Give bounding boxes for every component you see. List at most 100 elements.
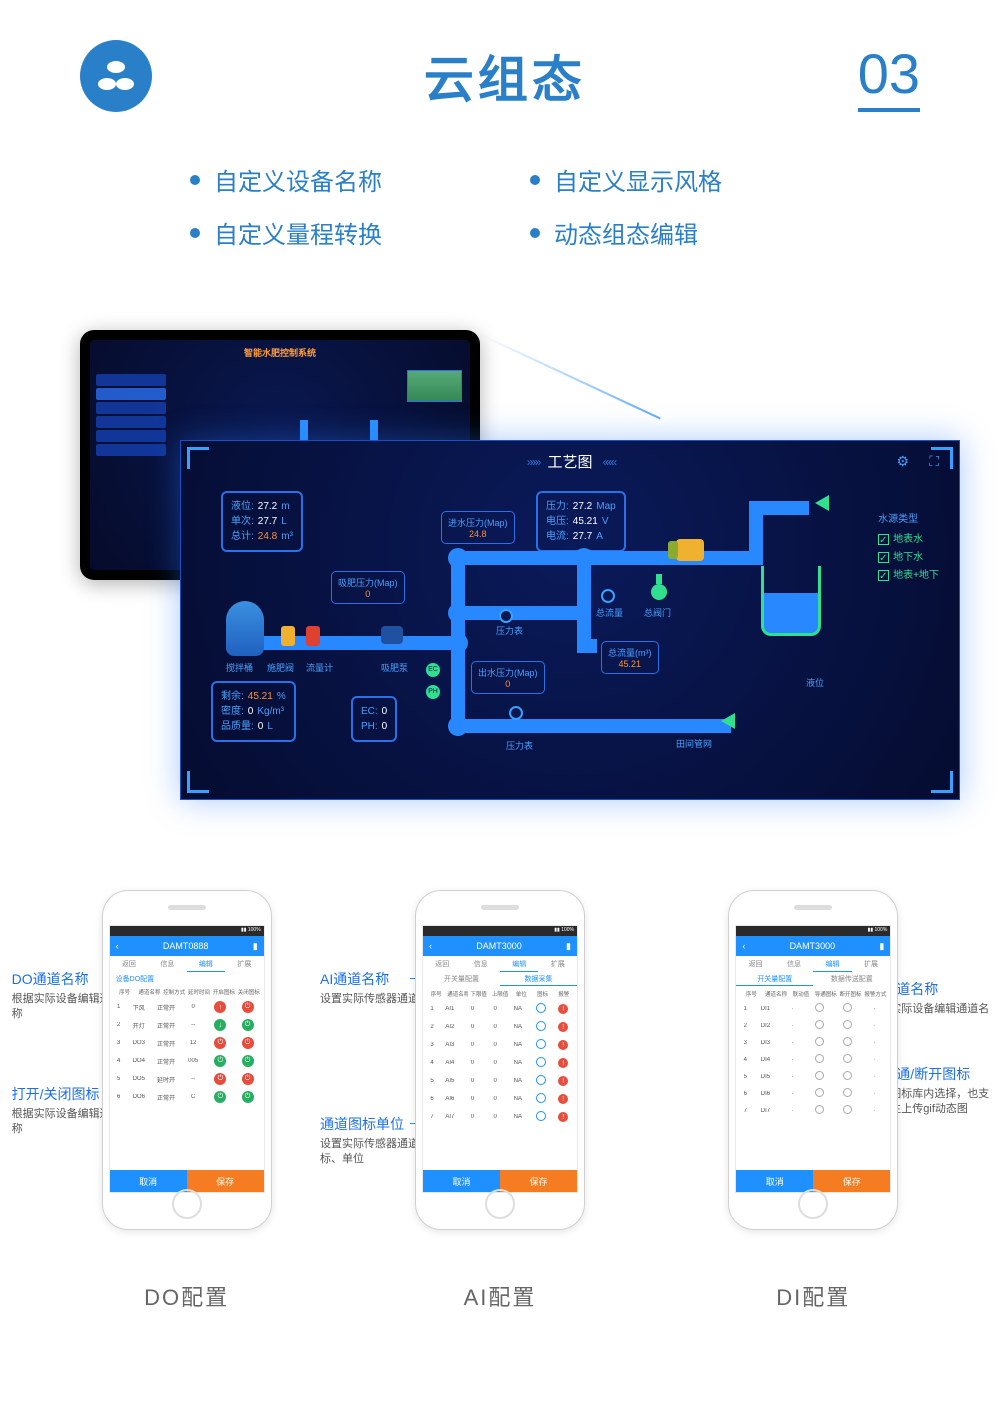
channel-icon[interactable] <box>536 1075 546 1085</box>
close-icon[interactable]: ⏻ <box>242 1055 254 1067</box>
channel-icon[interactable] <box>536 1021 546 1031</box>
on-icon[interactable] <box>815 1003 824 1012</box>
open-icon[interactable]: ⏻ <box>214 1037 226 1049</box>
alarm-icon[interactable]: ! <box>558 1004 568 1014</box>
table-row[interactable]: 3AI300NA ! <box>425 1036 575 1054</box>
save-button[interactable]: 保存 <box>500 1170 577 1192</box>
cancel-button[interactable]: 取消 <box>736 1170 813 1192</box>
table-row[interactable]: 5DI5· · <box>738 1068 888 1085</box>
on-icon[interactable] <box>815 1088 824 1097</box>
back-icon[interactable]: ‹ <box>116 941 119 951</box>
tab[interactable]: 信息 <box>461 956 500 972</box>
source-checkbox[interactable]: 地表水 <box>878 531 939 549</box>
tab[interactable]: 编辑 <box>813 956 852 972</box>
open-icon[interactable]: ↓ <box>214 1019 226 1031</box>
save-button[interactable]: 保存 <box>813 1170 890 1192</box>
open-icon[interactable]: ⏻ <box>214 1055 226 1067</box>
alarm-icon[interactable]: ! <box>558 1094 568 1104</box>
table-row[interactable]: 3DI3· · <box>738 1034 888 1051</box>
tab[interactable]: 信息 <box>775 956 814 972</box>
off-icon[interactable] <box>843 1003 852 1012</box>
phone-ai-config: AI通道名称设置实际传感器通道名称 通道图标单位设置实际传感器通道图标、单位 ▮… <box>345 890 655 1420</box>
alarm-icon[interactable]: ! <box>558 1076 568 1086</box>
table-row[interactable]: 7DI7· · <box>738 1102 888 1119</box>
total-flow: 总流量(m³)45.21 <box>601 641 659 674</box>
tab[interactable]: 信息 <box>148 956 187 972</box>
close-icon[interactable]: ⏻ <box>242 1091 254 1103</box>
off-icon[interactable] <box>843 1088 852 1097</box>
close-icon[interactable]: ⏻ <box>242 1001 254 1013</box>
close-icon[interactable]: ⏻ <box>242 1073 254 1085</box>
table-row[interactable]: 3DO3正常开12 ⏻ ⏻ <box>112 1034 262 1052</box>
table-row[interactable]: 2AI200NA ! <box>425 1018 575 1036</box>
table-row[interactable]: 5DO5延时开-- ⏻ ⏻ <box>112 1070 262 1088</box>
table-row[interactable]: 6DO6正常开C ⏻ ⏻ <box>112 1088 262 1106</box>
tab[interactable]: 返回 <box>736 956 775 972</box>
table-row[interactable]: 2DI2· · <box>738 1017 888 1034</box>
channel-icon[interactable] <box>536 1003 546 1013</box>
subtab[interactable]: 数据传送配置 <box>813 972 890 986</box>
table-row[interactable]: 7AI700NA ! <box>425 1108 575 1126</box>
on-icon[interactable] <box>815 1071 824 1080</box>
expand-icon[interactable]: ⛶ <box>929 453 939 470</box>
table-row[interactable]: 4DO4正常开005 ⏻ ⏻ <box>112 1052 262 1070</box>
off-icon[interactable] <box>843 1054 852 1063</box>
table-row[interactable]: 6DI6· · <box>738 1085 888 1102</box>
alarm-icon[interactable]: ! <box>558 1112 568 1122</box>
subtab[interactable]: 数据采集 <box>500 972 577 986</box>
off-icon[interactable] <box>843 1037 852 1046</box>
scada-visualization: 智能水肥控制系统 »»»» 工艺图 «««« ⚙ ⛶ <box>0 330 1000 870</box>
cancel-button[interactable]: 取消 <box>423 1170 500 1192</box>
phone-device: ▮▮ 100% ‹DAMT0888▮ 返回 信息 编辑 扩展 设备DO配置 序号… <box>102 890 272 1230</box>
table-row[interactable]: 1DI1· · <box>738 1000 888 1017</box>
table-row[interactable]: 4DI4· · <box>738 1051 888 1068</box>
on-icon[interactable] <box>815 1020 824 1029</box>
cancel-button[interactable]: 取消 <box>110 1170 187 1192</box>
tab[interactable]: 编辑 <box>187 956 226 972</box>
do-table: 序号通道名称控制方式延时时间开启图标关闭图标 1下风正常开0 ↑ ⏻ 2开灯正常… <box>110 984 264 1170</box>
alarm-icon[interactable]: ! <box>558 1022 568 1032</box>
flow-arrow-icon <box>815 495 829 511</box>
table-row[interactable]: 6AI600NA ! <box>425 1090 575 1108</box>
close-icon[interactable]: ⏻ <box>242 1019 254 1031</box>
table-row[interactable]: 2开灯正常开-- ↓ ⏻ <box>112 1016 262 1034</box>
tab[interactable]: 扩展 <box>225 956 264 972</box>
source-checkbox[interactable]: 地下水 <box>878 549 939 567</box>
mix-tank-icon <box>226 601 264 656</box>
open-icon[interactable]: ↑ <box>214 1001 226 1013</box>
channel-icon[interactable] <box>536 1039 546 1049</box>
channel-icon[interactable] <box>536 1111 546 1121</box>
table-row[interactable]: 5AI500NA ! <box>425 1072 575 1090</box>
feature-item: 动态组态编辑 <box>530 215 810 250</box>
close-icon[interactable]: ⏻ <box>242 1037 254 1049</box>
on-icon[interactable] <box>815 1054 824 1063</box>
alarm-icon[interactable]: ! <box>558 1058 568 1068</box>
tab[interactable]: 编辑 <box>500 956 539 972</box>
table-row[interactable]: 4AI400NA ! <box>425 1054 575 1072</box>
subtab[interactable]: 开关量配置 <box>423 972 500 986</box>
source-checkbox[interactable]: 地表+地下 <box>878 567 939 585</box>
off-icon[interactable] <box>843 1071 852 1080</box>
phone-mockups: DO通道名称根据实际设备编辑通道名称 打开/关闭图标根据实际设备编辑通道名称 ▮… <box>0 890 1000 1420</box>
tab[interactable]: 返回 <box>110 956 149 972</box>
back-icon[interactable]: ‹ <box>429 941 432 951</box>
alarm-icon[interactable]: ! <box>558 1040 568 1050</box>
open-icon[interactable]: ⏻ <box>214 1091 226 1103</box>
tab[interactable]: 扩展 <box>852 956 891 972</box>
save-button[interactable]: 保存 <box>187 1170 264 1192</box>
open-icon[interactable]: ⏻ <box>214 1073 226 1085</box>
channel-icon[interactable] <box>536 1057 546 1067</box>
off-icon[interactable] <box>843 1020 852 1029</box>
tab[interactable]: 返回 <box>423 956 462 972</box>
tab[interactable]: 扩展 <box>538 956 577 972</box>
back-icon[interactable]: ‹ <box>742 941 745 951</box>
table-row[interactable]: 1AI100NA ! <box>425 1000 575 1018</box>
on-icon[interactable] <box>815 1105 824 1114</box>
on-icon[interactable] <box>815 1037 824 1046</box>
feature-list: 自定义设备名称 自定义显示风格 自定义量程转换 动态组态编辑 <box>190 162 810 250</box>
table-row[interactable]: 1下风正常开0 ↑ ⏻ <box>112 998 262 1016</box>
gear-icon[interactable]: ⚙ <box>896 453 909 470</box>
subtab[interactable]: 开关量配置 <box>736 972 813 986</box>
off-icon[interactable] <box>843 1105 852 1114</box>
channel-icon[interactable] <box>536 1093 546 1103</box>
